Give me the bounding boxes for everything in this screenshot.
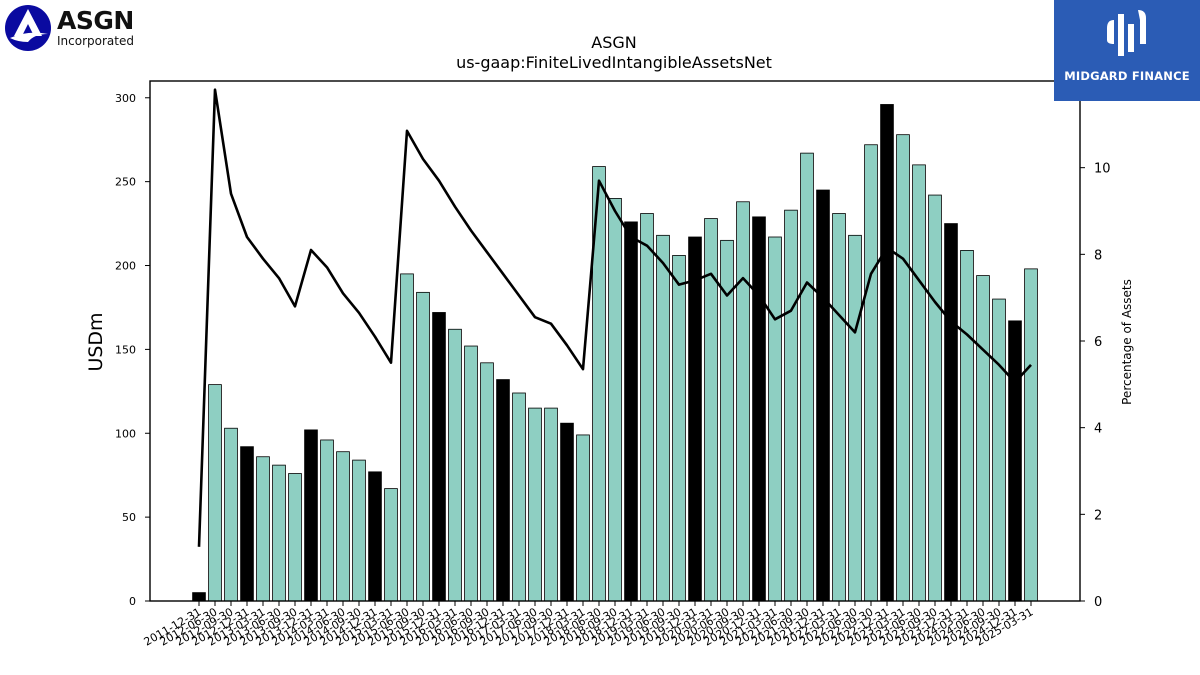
asgn-logo-icon — [5, 5, 51, 51]
bar — [688, 236, 702, 602]
bar — [496, 379, 510, 602]
bar — [976, 275, 990, 602]
y-axis-right-label: Percentage of Assets — [1120, 279, 1134, 405]
bar — [304, 429, 318, 602]
company-logo-name: ASGN — [57, 6, 134, 35]
bar — [544, 407, 558, 602]
bar — [800, 152, 814, 602]
bar — [816, 189, 830, 602]
bar — [208, 384, 222, 602]
bar — [656, 234, 670, 602]
bar — [320, 439, 334, 602]
bar — [672, 255, 686, 602]
bar — [448, 328, 462, 602]
y-tick-label: 100 — [115, 427, 136, 440]
bar — [832, 213, 846, 602]
bar — [640, 213, 654, 602]
bar — [880, 104, 894, 602]
line-group — [197, 88, 1032, 547]
chart-subtitle: us-gaap:FiniteLivedIntangibleAssetsNet — [456, 53, 772, 72]
bar — [1008, 320, 1022, 602]
bar — [288, 473, 302, 602]
bar — [224, 427, 238, 602]
bar — [960, 250, 974, 602]
bar — [480, 362, 494, 602]
midgard-watermark: MIDGARD FINANCE — [1054, 0, 1200, 101]
bar — [368, 471, 382, 602]
bar — [608, 198, 622, 602]
bars-group — [192, 104, 1038, 602]
bar — [352, 459, 366, 602]
midgard-logo-icon — [1107, 10, 1146, 56]
bar — [784, 209, 798, 602]
y-right-tick-label: 2 — [1094, 508, 1102, 523]
y-tick-label: 300 — [115, 92, 136, 105]
bar — [256, 456, 270, 602]
y-right-tick-label: 10 — [1094, 162, 1111, 177]
bar — [416, 291, 430, 602]
bar — [336, 451, 350, 602]
bar — [928, 194, 942, 602]
y-tick-label: 250 — [115, 176, 136, 189]
bar — [576, 434, 590, 602]
series-line — [197, 88, 1032, 547]
y-tick-label: 0 — [129, 595, 136, 608]
y-right-tick-label: 6 — [1094, 335, 1102, 350]
bar — [464, 345, 478, 602]
y-right-tick-label: 0 — [1094, 595, 1102, 610]
bar — [624, 221, 638, 602]
midgard-watermark-text: MIDGARD FINANCE — [1064, 69, 1190, 83]
bar — [512, 392, 526, 602]
company-logo-sub: Incorporated — [57, 34, 134, 48]
y-tick-label: 200 — [115, 260, 136, 273]
bar — [272, 464, 286, 602]
bar — [736, 201, 750, 602]
y-tick-label: 50 — [122, 511, 136, 524]
bar — [992, 298, 1006, 602]
bar — [560, 422, 574, 602]
y-right-tick-label: 8 — [1094, 248, 1102, 263]
y-right-tick-label: 4 — [1094, 422, 1102, 437]
axes-group: 05010015020025030002468102011-12-312012-… — [115, 80, 1111, 649]
bar — [752, 216, 766, 602]
bar — [944, 223, 958, 602]
bar — [432, 312, 446, 602]
bar — [848, 234, 862, 602]
y-axis-label: USDm — [85, 312, 107, 371]
bar — [896, 134, 910, 602]
chart-title: ASGN — [591, 33, 636, 52]
bar — [240, 446, 254, 602]
bar — [768, 236, 782, 602]
y-tick-label: 150 — [115, 343, 136, 356]
bar — [912, 164, 926, 602]
bar — [528, 407, 542, 602]
bar — [384, 488, 398, 602]
bar — [400, 273, 414, 602]
bar — [864, 144, 878, 602]
bar — [1024, 268, 1038, 602]
bar — [192, 592, 206, 602]
